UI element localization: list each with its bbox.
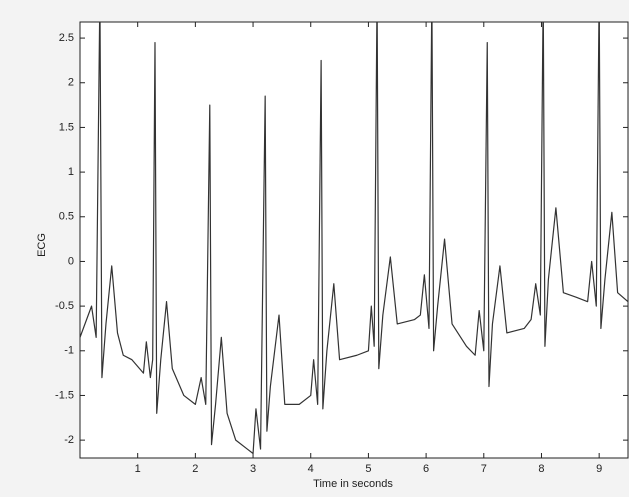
y-tick-label: 0	[68, 255, 74, 267]
x-tick-label: 4	[308, 463, 314, 475]
y-tick-label: -1.5	[55, 389, 74, 401]
x-tick-label: 8	[538, 463, 544, 475]
x-tick-label: 6	[423, 463, 429, 475]
y-tick-label: -0.5	[55, 300, 74, 312]
y-tick-label: -2	[64, 434, 74, 446]
y-tick-label: 0.5	[59, 211, 74, 223]
plot-area	[79, 21, 629, 459]
x-tick-label: 2	[192, 463, 198, 475]
x-axis-label: Time in seconds	[313, 478, 393, 490]
ecg-line	[80, 22, 628, 455]
x-tick-label: 9	[596, 463, 602, 475]
y-tick-label: -1	[64, 345, 74, 357]
y-tick-label: 1.5	[59, 121, 74, 133]
y-tick-label: 2	[68, 77, 74, 89]
x-tick-label: 7	[481, 463, 487, 475]
x-tick-label: 3	[250, 463, 256, 475]
y-tick-label: 1	[68, 166, 74, 178]
y-tick-label: 2.5	[59, 32, 74, 44]
x-tick-label: 5	[365, 463, 371, 475]
y-axis-label: ECG	[36, 233, 48, 257]
x-tick-label: 1	[135, 463, 141, 475]
